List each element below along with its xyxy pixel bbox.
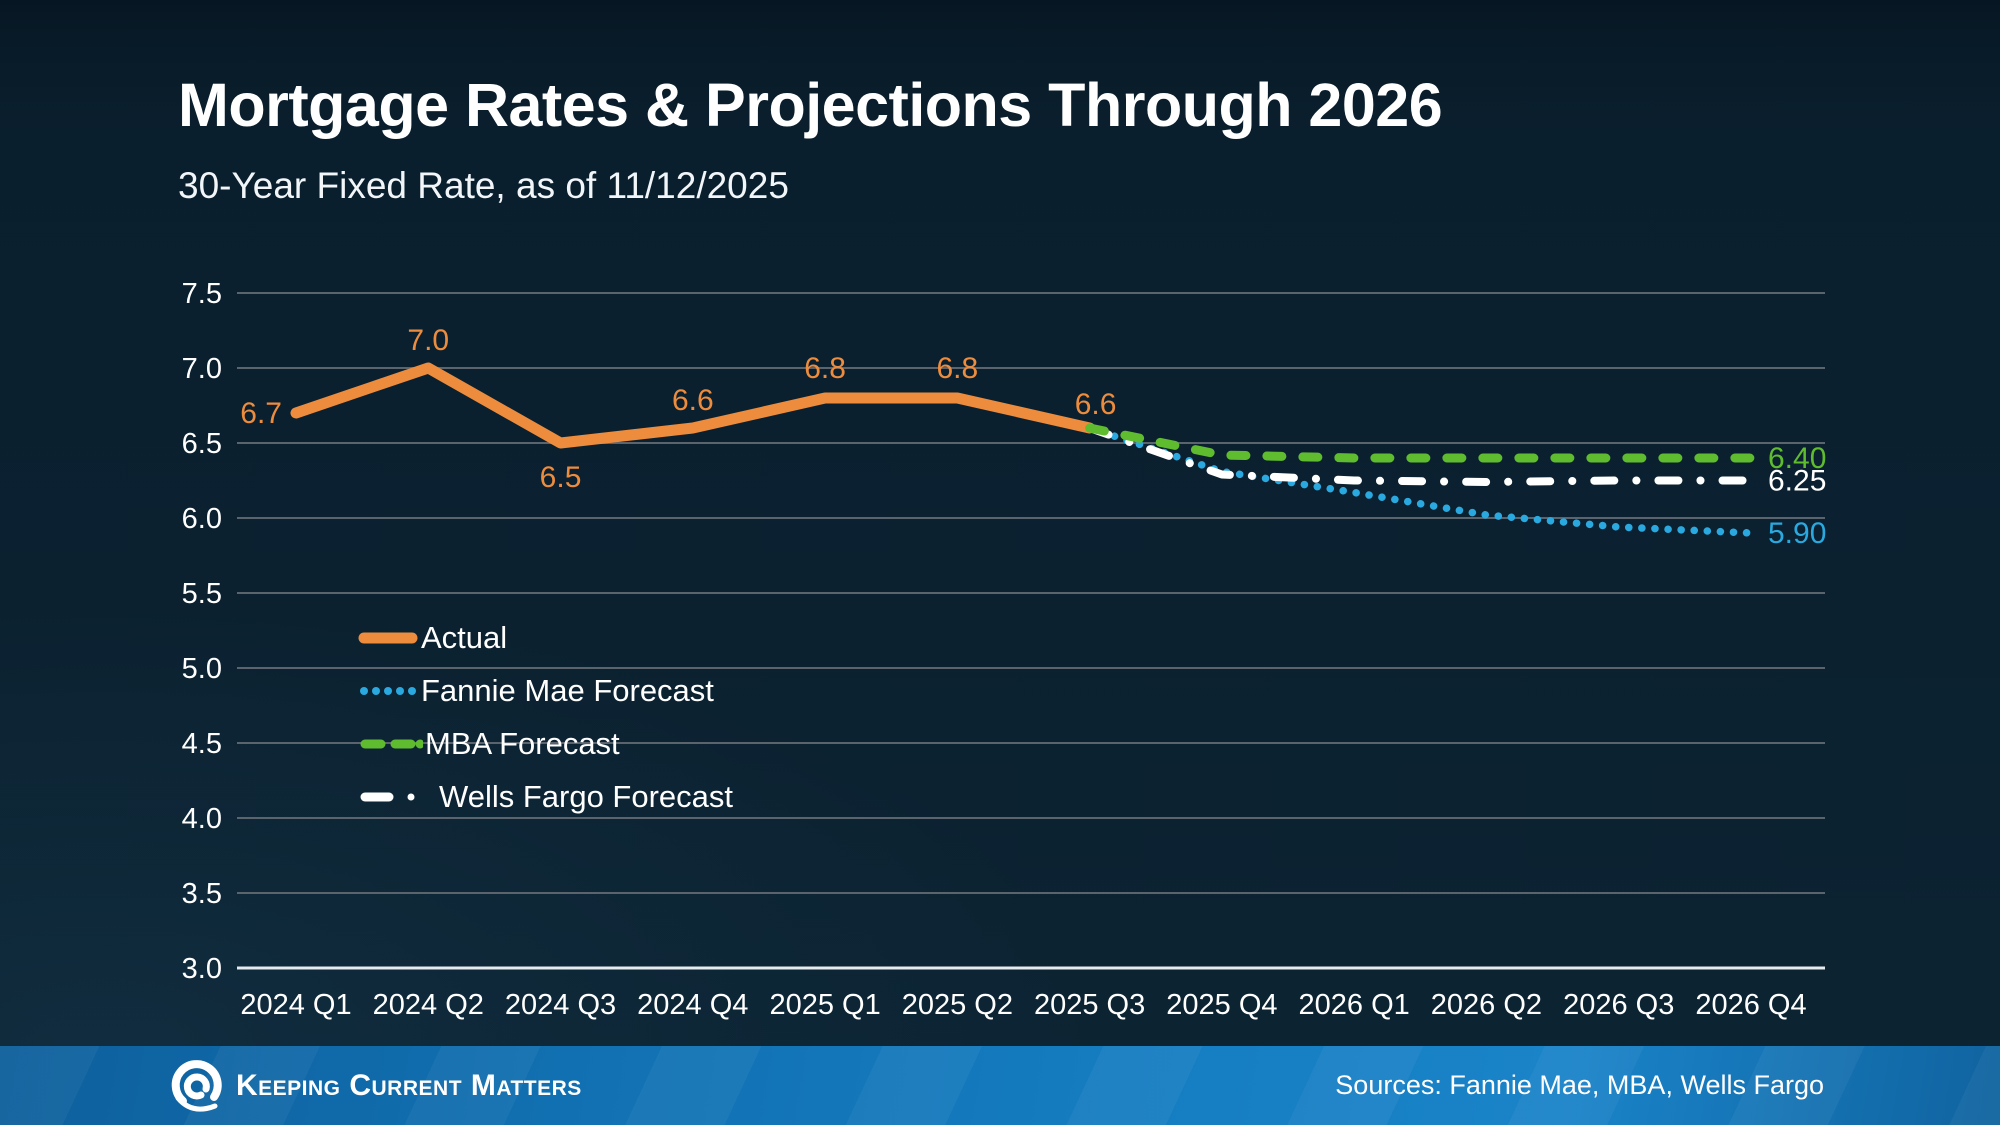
dashed-line-swatch-icon [360, 739, 423, 748]
footer-bar: Keeping Current Matters Sources: Fannie … [0, 1046, 2000, 1125]
x-tick-label: 2026 Q4 [1695, 989, 1806, 1021]
end-label-fannie-mae-forecast: 5.90 [1768, 517, 1826, 550]
x-tick-label: 2025 Q2 [902, 989, 1013, 1021]
y-tick-label: 4.5 [182, 728, 222, 760]
actual-line-swatch-icon [358, 632, 418, 643]
legend-item-mba: MBA Forecast [357, 717, 733, 770]
x-tick-label: 2024 Q3 [505, 989, 616, 1021]
kcm-swirl-logo-icon [171, 1059, 222, 1112]
sources-text: Sources: Fannie Mae, MBA, Wells Fargo [1335, 1070, 1824, 1100]
legend-label: MBA Forecast [425, 726, 620, 761]
x-tick-label: 2026 Q3 [1563, 989, 1674, 1021]
y-tick-label: 6.0 [182, 503, 222, 535]
y-tick-label: 6.5 [182, 428, 222, 460]
legend-item-actual: Actual [357, 611, 733, 664]
point-label: 6.8 [936, 352, 978, 385]
chart-legend: Actual Fannie Mae Forecast MBA Forecast [357, 611, 733, 823]
y-tick-label: 3.5 [182, 878, 222, 910]
x-tick-label: 2025 Q3 [1034, 989, 1145, 1021]
y-tick-label: 7.5 [182, 278, 222, 310]
y-tick-label: 7.0 [182, 353, 222, 385]
point-label: 6.6 [672, 384, 714, 417]
legend-label: Actual [421, 620, 508, 655]
page-title: Mortgage Rates & Projections Through 202… [178, 71, 1443, 139]
point-label: 6.5 [540, 461, 582, 494]
brand-name: Keeping Current Matters [236, 1068, 582, 1102]
point-label: 6.8 [804, 352, 846, 385]
dotted-line-swatch-icon [360, 686, 416, 695]
page-subtitle: 30-Year Fixed Rate, as of 11/12/2025 [178, 165, 789, 206]
y-tick-label: 4.0 [182, 803, 222, 835]
point-label: 6.6 [1075, 388, 1117, 421]
legend-label: Wells Fargo Forecast [439, 779, 734, 814]
series-line-wells-fargo-forecast [1085, 424, 1755, 486]
series-line-actual [290, 362, 1096, 449]
series-line-fannie-mae-forecast [1085, 424, 1755, 537]
end-label-mba-forecast: 6.40 [1768, 442, 1826, 475]
legend-item-wells-fargo: Wells Fargo Forecast [357, 770, 733, 823]
dash-dot-line-swatch-icon [360, 792, 415, 801]
brand-lockup: Keeping Current Matters [170, 1058, 582, 1114]
x-tick-label: 2025 Q1 [769, 989, 880, 1021]
x-tick-label: 2024 Q1 [240, 989, 351, 1021]
legend-label: Fannie Mae Forecast [421, 673, 714, 708]
series-line-mba-forecast [1085, 423, 1756, 463]
x-tick-label: 2025 Q4 [1166, 989, 1277, 1021]
point-label: 7.0 [407, 324, 449, 357]
x-tick-label: 2024 Q2 [373, 989, 484, 1021]
legend-item-fannie-mae: Fannie Mae Forecast [357, 664, 733, 717]
x-tick-label: 2026 Q1 [1299, 989, 1410, 1021]
x-tick-label: 2024 Q4 [637, 989, 748, 1021]
end-label-wells-fargo-forecast: 6.25 [1768, 465, 1826, 498]
y-tick-label: 5.0 [182, 653, 222, 685]
x-tick-label: 2026 Q2 [1431, 989, 1542, 1021]
y-tick-label: 5.5 [182, 578, 222, 610]
y-tick-label: 3.0 [182, 953, 222, 985]
point-label: 6.7 [240, 397, 282, 430]
